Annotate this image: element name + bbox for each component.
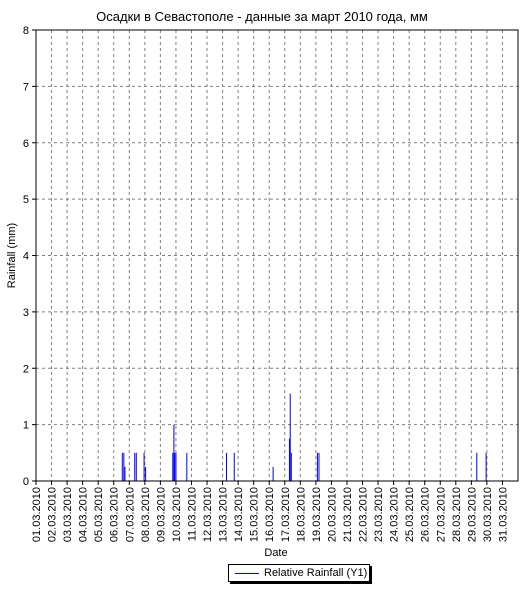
- x-tick-label: 19.03.2010: [311, 487, 323, 542]
- y-axis-label: Rainfall (mm): [6, 223, 18, 288]
- x-tick-label: 01.03.2010: [31, 487, 43, 542]
- x-tick-label: 31.03.2010: [497, 487, 509, 542]
- x-tick-label: 04.03.2010: [78, 487, 90, 542]
- y-tick-label: 4: [23, 251, 29, 263]
- x-tick-label: 03.03.2010: [62, 487, 74, 542]
- y-tick-label: 0: [23, 476, 29, 488]
- y-tick-label: 2: [23, 363, 29, 375]
- x-tick-label: 20.03.2010: [326, 487, 338, 542]
- x-tick-label: 12.03.2010: [202, 487, 214, 542]
- x-tick-label: 02.03.2010: [47, 487, 59, 542]
- y-tick-label: 5: [23, 194, 29, 206]
- y-axis-ticks: 0 1 2 3 4 5 6 7 8: [23, 25, 36, 488]
- x-tick-label: 28.03.2010: [451, 487, 463, 542]
- y-tick-label: 8: [23, 25, 29, 37]
- x-tick-label: 21.03.2010: [342, 487, 354, 542]
- x-tick-label: 17.03.2010: [280, 487, 292, 542]
- x-tick-label: 23.03.2010: [373, 487, 385, 542]
- x-tick-label: 27.03.2010: [435, 487, 447, 542]
- x-tick-label: 30.03.2010: [482, 487, 494, 542]
- x-tick-label: 16.03.2010: [264, 487, 276, 542]
- legend-line-swatch: [235, 572, 259, 574]
- x-tick-label: 11.03.2010: [186, 487, 198, 541]
- x-tick-label: 26.03.2010: [420, 487, 432, 542]
- x-tick-label: 07.03.2010: [124, 487, 136, 542]
- x-tick-label: 06.03.2010: [109, 487, 121, 542]
- grid: [36, 30, 518, 481]
- x-tick-label: 15.03.2010: [249, 487, 261, 542]
- x-tick-label: 24.03.2010: [389, 487, 401, 542]
- x-tick-label: 08.03.2010: [140, 487, 152, 542]
- x-tick-label: 18.03.2010: [295, 487, 307, 542]
- legend: Relative Rainfall (Y1): [228, 564, 370, 582]
- x-tick-label: 13.03.2010: [218, 487, 230, 542]
- x-tick-label: 05.03.2010: [93, 487, 105, 542]
- x-tick-label: 10.03.2010: [171, 487, 183, 542]
- x-axis-ticks: 01.03.2010 02.03.2010 03.03.2010 04.03.2010…: [31, 481, 509, 542]
- y-tick-label: 3: [23, 307, 29, 319]
- x-tick-label: 25.03.2010: [404, 487, 416, 542]
- x-tick-label: 09.03.2010: [155, 487, 167, 542]
- bars: [121, 393, 487, 481]
- y-tick-label: 6: [23, 138, 29, 150]
- x-tick-label: 29.03.2010: [466, 487, 478, 542]
- chart-title: Осадки в Севастополе - данные за март 20…: [96, 9, 428, 24]
- x-tick-label: 22.03.2010: [358, 487, 370, 542]
- legend-label: Relative Rainfall (Y1): [264, 567, 368, 579]
- y-tick-label: 1: [23, 420, 29, 432]
- x-tick-label: 14.03.2010: [233, 487, 245, 542]
- y-tick-label: 7: [23, 81, 29, 93]
- x-axis-label: Date: [264, 547, 287, 559]
